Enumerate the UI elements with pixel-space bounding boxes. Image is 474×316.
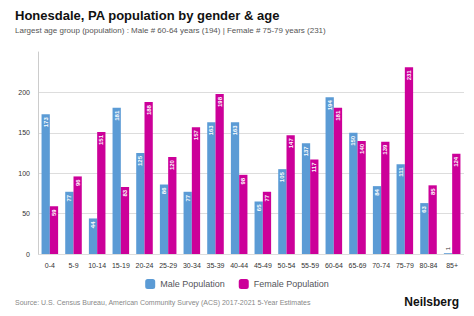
svg-text:117: 117 [311,162,317,172]
svg-text:125: 125 [137,155,143,166]
svg-text:140: 140 [359,143,365,154]
svg-text:15-19: 15-19 [112,262,130,269]
svg-text:30-34: 30-34 [183,262,201,269]
svg-text:163: 163 [232,125,238,136]
svg-text:181: 181 [335,110,341,121]
svg-text:100: 100 [18,170,30,177]
svg-text:44: 44 [90,221,96,228]
svg-text:20-24: 20-24 [136,262,154,269]
svg-text:Largest age group (population): Largest age group (population) : Male # … [15,26,326,35]
svg-text:105: 105 [279,172,285,183]
svg-text:124: 124 [453,156,459,167]
svg-text:139: 139 [382,144,388,155]
svg-text:163: 163 [208,125,214,136]
svg-text:85: 85 [430,188,436,195]
svg-text:50-54: 50-54 [278,262,296,269]
svg-text:173: 173 [43,117,49,128]
svg-text:10-14: 10-14 [88,262,106,269]
svg-text:1: 1 [445,246,451,250]
svg-text:40-44: 40-44 [230,262,248,269]
svg-text:75-79: 75-79 [396,262,414,269]
svg-text:59: 59 [51,209,57,216]
svg-text:231: 231 [406,70,412,81]
svg-text:45-49: 45-49 [254,262,272,269]
svg-text:150: 150 [18,129,30,136]
svg-text:70-74: 70-74 [372,262,390,269]
svg-text:147: 147 [288,138,294,149]
svg-text:77: 77 [66,194,72,201]
svg-text:151: 151 [98,134,104,145]
svg-text:55-59: 55-59 [301,262,319,269]
svg-text:80-84: 80-84 [420,262,438,269]
svg-text:120: 120 [169,159,175,170]
svg-text:5-9: 5-9 [68,262,78,269]
svg-text:96: 96 [75,179,81,186]
svg-text:Neilsberg: Neilsberg [404,295,459,309]
svg-text:50: 50 [22,210,30,217]
svg-text:Male Population: Male Population [160,279,225,289]
svg-text:Honesdale, PA population by ge: Honesdale, PA population by gender & age [15,8,279,23]
svg-text:200: 200 [18,89,30,96]
svg-text:137: 137 [303,146,309,157]
svg-text:86: 86 [161,187,167,194]
svg-text:0: 0 [26,251,30,258]
svg-text:188: 188 [146,104,152,115]
svg-text:98: 98 [240,177,246,184]
svg-text:63: 63 [421,205,427,212]
svg-text:Source: U.S. Census Bureau, Am: Source: U.S. Census Bureau, American Com… [15,299,311,307]
svg-text:0-4: 0-4 [45,262,55,269]
svg-text:157: 157 [193,129,199,140]
svg-text:85+: 85+ [446,262,458,269]
svg-text:150: 150 [350,135,356,146]
svg-text:77: 77 [185,194,191,201]
svg-text:Female Population: Female Population [254,279,329,289]
svg-text:60-64: 60-64 [325,262,343,269]
svg-text:194: 194 [327,100,333,111]
svg-text:77: 77 [264,194,270,201]
svg-text:181: 181 [114,110,120,121]
svg-text:25-29: 25-29 [159,262,177,269]
svg-text:83: 83 [122,189,128,196]
svg-text:84: 84 [374,188,380,195]
svg-text:35-39: 35-39 [207,262,225,269]
svg-text:65: 65 [256,204,262,211]
svg-text:111: 111 [398,167,404,177]
svg-text:198: 198 [217,96,223,107]
svg-text:65-69: 65-69 [349,262,367,269]
